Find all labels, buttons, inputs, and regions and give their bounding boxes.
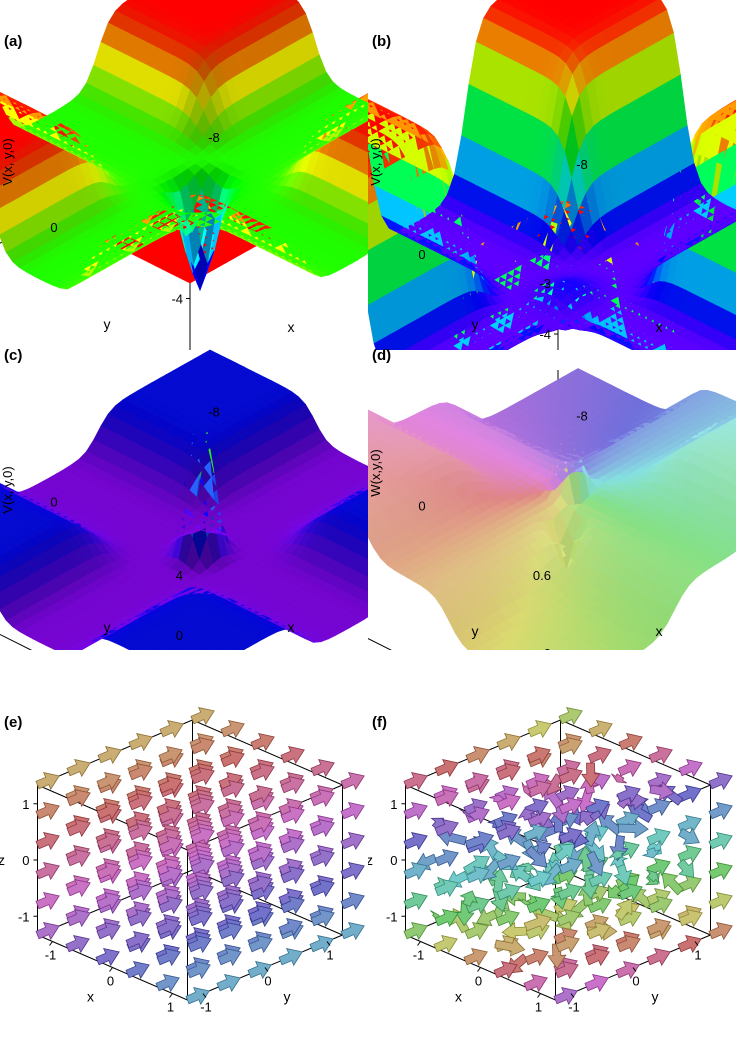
surface-patch: [368, 199, 383, 247]
z-axis-label: V(x, y,0): [368, 138, 383, 185]
z-tick-label: -4: [171, 292, 183, 307]
surface-patch: [0, 99, 14, 119]
surface-patch: [690, 344, 706, 350]
surface-patch: [702, 348, 710, 350]
surface-patch: [284, 0, 300, 7]
surface-patch: [368, 160, 370, 163]
surface-patch: [0, 141, 3, 145]
x-tick-label: 0: [418, 247, 425, 262]
surface-patch: [368, 245, 382, 302]
surface-patch: [368, 175, 369, 178]
surface-patch: [0, 119, 11, 128]
surface-patch: [368, 99, 382, 119]
surface-patch: [0, 118, 4, 123]
panel-a: (a)-4-8-12V(x, y,0)-808x-80y: [0, 0, 368, 350]
surface-patch: [368, 203, 376, 251]
surface-patch: [0, 158, 2, 161]
surface-patch: [0, 149, 3, 152]
surface-patch: [649, 0, 658, 3]
surface-patch: [0, 133, 4, 137]
surface-patch: [0, 169, 8, 186]
surface-patch: [368, 176, 376, 205]
panel-b: (b)-3-4-5-6V(x, y,0)-808x-80y: [368, 0, 736, 350]
surface-patch: [489, 347, 494, 350]
surface-patch: [0, 168, 2, 171]
surface-patch: [0, 92, 14, 108]
surface-patch: [0, 103, 5, 109]
surface-patch: [368, 99, 374, 103]
panel-label: (c): [4, 347, 22, 364]
surface-patch: [0, 134, 10, 144]
surface-patch: [563, 0, 573, 3]
panel-c-svg: (c)40-4V(x, y,0)-808x-80y: [0, 347, 368, 650]
y-axis-label: y: [472, 316, 479, 332]
surface-patch: [368, 251, 375, 305]
surface-patch: [195, 0, 205, 3]
surface-patch: [0, 110, 5, 116]
surface-patch: [368, 141, 382, 190]
z-tick-label: -3: [539, 276, 551, 291]
surface-patch: [368, 150, 371, 153]
surface-patch: [0, 208, 7, 235]
surface-patch: [677, 346, 692, 350]
surface-patch: [0, 203, 15, 231]
surface-patch: [179, 0, 192, 4]
surface: [0, 0, 368, 292]
surface-patch: [0, 142, 10, 152]
surface-patch: [0, 184, 8, 209]
panel-b-svg: (b)-3-4-5-6V(x, y,0)-808x-80y: [368, 0, 736, 350]
surface-patch: [368, 119, 379, 129]
surface-patch: [498, 0, 510, 4]
surface-patch: [505, 349, 509, 350]
surface: [0, 349, 368, 650]
surface-patch: [0, 180, 15, 205]
surface-patch: [0, 125, 4, 130]
surface-patch: [368, 118, 372, 123]
panel-a-svg: (a)-4-8-12V(x, y,0)-808x-80y: [0, 0, 368, 350]
z-axis-label: V(x, y,0): [0, 138, 15, 185]
surface-patch: [368, 300, 382, 344]
surface-patch: [368, 101, 375, 116]
surface-patch: [0, 127, 11, 136]
x-axis-label: x: [288, 319, 295, 335]
y-axis-label: y: [104, 316, 111, 332]
surface-patch: [664, 347, 677, 350]
surface-patch: [458, 345, 475, 350]
surface-patch: [256, 0, 270, 4]
surface-patch: [368, 115, 375, 146]
surface-patch: [0, 229, 14, 253]
x-tick-label: 0: [50, 220, 57, 235]
panel-c: (c)40-4V(x, y,0)-808x-80y: [0, 340, 368, 650]
surface-patch: [178, 646, 193, 650]
z-tick-label: -4: [539, 327, 551, 342]
surface-patch: [229, 647, 239, 650]
surface-patch: [623, 0, 640, 5]
surface-patch: [0, 158, 9, 171]
surface-patch: [270, 0, 285, 5]
surface-patch: [713, 345, 727, 350]
panel-label: (b): [372, 33, 391, 50]
surface-patch: [0, 92, 6, 96]
surface-patch: [368, 125, 372, 130]
surface-patch: [191, 645, 207, 650]
surface-patch: [491, 343, 502, 350]
surface-patch: [547, 0, 560, 4]
x-axis-label: x: [656, 319, 663, 335]
panel-label: (a): [4, 33, 22, 50]
surface-patch: [132, 0, 141, 3]
surface-patch: [368, 133, 372, 137]
surface-patch: [0, 150, 9, 160]
x-tick-label: -8: [576, 157, 588, 172]
x-tick-label: -8: [208, 130, 220, 145]
surface: [368, 0, 736, 350]
